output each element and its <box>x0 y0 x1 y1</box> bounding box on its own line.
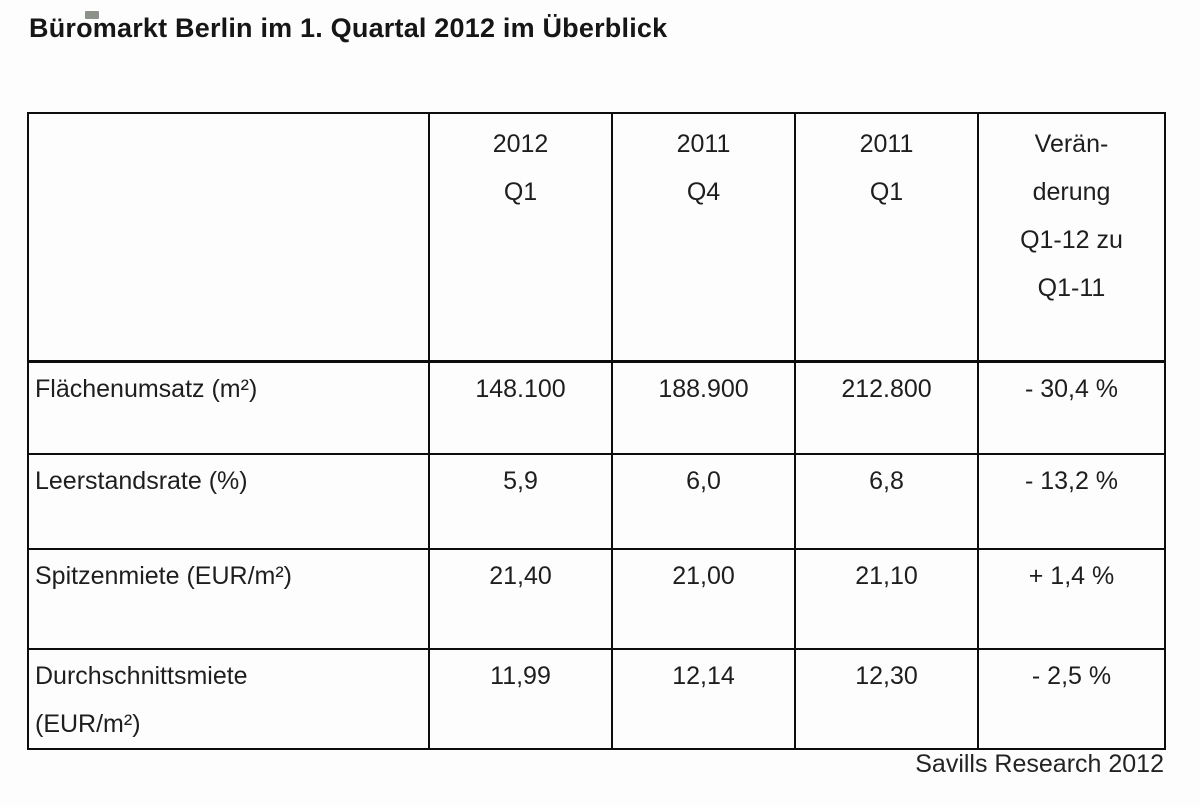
cell-value: 212.800 <box>794 360 979 455</box>
market-overview-table: 2012 Q1 2011 Q4 2011 Q1 Verän- derung Q1… <box>27 112 1166 750</box>
header-cell-2011-q4: 2011 Q4 <box>611 112 796 363</box>
cell-value-change: + 1,4 % <box>977 548 1166 650</box>
row-label-spitzenmiete: Spitzenmiete (EUR/m²) <box>27 548 430 650</box>
cell-value: 21,10 <box>794 548 979 650</box>
cell-value-change: - 2,5 % <box>977 648 1166 750</box>
header-line: Q4 <box>686 178 721 206</box>
row-label-flaechenumsatz: Flächenumsatz (m²) <box>27 360 430 455</box>
table-row-durchschnittsmiete: Durchschnittsmiete (EUR/m²) 11,99 12,14 … <box>27 648 1166 750</box>
table-row-leerstandsrate: Leerstandsrate (%) 5,9 6,0 6,8 - 13,2 % <box>27 453 1166 550</box>
cell-value: 6,0 <box>611 453 796 550</box>
table-row-flaechenumsatz: Flächenumsatz (m²) 148.100 188.900 212.8… <box>27 360 1166 455</box>
cell-value: 188.900 <box>611 360 796 455</box>
cell-value-change: - 30,4 % <box>977 360 1166 455</box>
row-label-line: Flächenumsatz (m²) <box>35 374 258 403</box>
cell-value: 12,30 <box>794 648 979 750</box>
header-cell-2011-q1: 2011 Q1 <box>794 112 979 363</box>
cell-value: 21,00 <box>611 548 796 650</box>
cell-value: 11,99 <box>428 648 613 750</box>
header-line: Verän- <box>1034 130 1109 158</box>
row-label-line: Durchschnittsmiete <box>35 662 248 690</box>
table-header-row: 2012 Q1 2011 Q4 2011 Q1 Verän- derung Q1… <box>27 112 1166 363</box>
row-label-line: (EUR/m²) <box>35 710 141 738</box>
header-line: Q1 <box>503 178 538 206</box>
page-title: Büromarkt Berlin im 1. Quartal 2012 im Ü… <box>29 13 668 43</box>
row-label-line: Spitzenmiete (EUR/m²) <box>35 562 292 590</box>
cell-value: 5,9 <box>428 453 613 550</box>
cell-value: 148.100 <box>428 360 613 455</box>
header-cell-blank <box>27 112 430 363</box>
header-line: Q1 <box>869 178 904 206</box>
cell-value: 21,40 <box>428 548 613 650</box>
header-line: Q1-12 zu <box>1020 226 1123 254</box>
header-cell-2012-q1: 2012 Q1 <box>428 112 613 363</box>
header-line: derung <box>1032 178 1111 206</box>
source-credit: Savills Research 2012 <box>915 750 1164 778</box>
header-line: Q1-11 <box>1037 274 1106 302</box>
header-cell-change: Verän- derung Q1-12 zu Q1-11 <box>977 112 1166 363</box>
cell-value: 12,14 <box>611 648 796 750</box>
row-label-durchschnittsmiete: Durchschnittsmiete (EUR/m²) <box>27 648 430 750</box>
table-row-spitzenmiete: Spitzenmiete (EUR/m²) 21,40 21,00 21,10 … <box>27 548 1166 650</box>
cell-value: 6,8 <box>794 453 979 550</box>
header-line: 2011 <box>676 130 731 158</box>
row-label-leerstandsrate: Leerstandsrate (%) <box>27 453 430 550</box>
scan-artifact-mark <box>85 11 99 19</box>
cell-value-change: - 13,2 % <box>977 453 1166 550</box>
header-line: 2011 <box>859 130 914 158</box>
header-line: 2012 <box>492 130 549 158</box>
row-label-line: Leerstandsrate (%) <box>35 467 248 495</box>
